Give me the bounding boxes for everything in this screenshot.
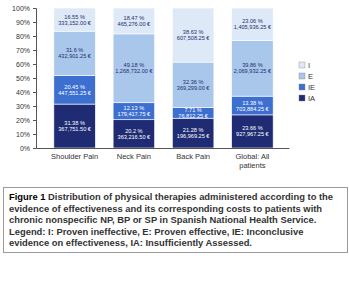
- legend-swatch: [299, 84, 305, 90]
- y-tick-label: 40%: [16, 89, 30, 96]
- cost-label: 196,969.25 €: [177, 133, 211, 139]
- bar-segment: [113, 120, 154, 148]
- x-tick-labels: Shoulder Pain Neck Pain Back Pain Global: A…: [51, 152, 270, 170]
- legend-swatch: [299, 95, 305, 101]
- cost-label: 2,069,932.25 €: [234, 68, 272, 74]
- y-tick-label: 10%: [16, 131, 30, 138]
- y-tick: 60%: [16, 61, 36, 68]
- y-tick: 40%: [16, 89, 36, 96]
- cost-label: 927,967.25 €: [236, 131, 270, 137]
- y-tick-mark: [33, 120, 36, 121]
- y-tick: 50%: [16, 75, 36, 82]
- y-tick-label: 100%: [12, 5, 30, 12]
- x-axis: [37, 148, 290, 149]
- bar-segment: [232, 40, 273, 96]
- bar-segment: [232, 96, 273, 115]
- legend-swatch: [299, 73, 305, 79]
- y-tick: 70%: [16, 47, 36, 54]
- legend-label: I: [308, 61, 310, 70]
- bar-segment: [54, 75, 95, 104]
- y-axis: 0% 10% 20% 30% 40% 50% 60% 70% 80% 90% 100%: [12, 5, 36, 152]
- y-tick: 100%: [12, 5, 36, 12]
- cost-label: 333,152.00 €: [58, 20, 92, 26]
- x-tick-label: Neck Pain: [117, 152, 151, 161]
- x-tick-label: Global: Allpatients: [236, 152, 270, 170]
- y-tick-label: 30%: [16, 103, 30, 110]
- cost-label: 363,216.50 €: [118, 134, 152, 140]
- y-tick-mark: [33, 148, 36, 149]
- y-axis-line: [33, 9, 37, 149]
- bar-segment: [172, 62, 213, 107]
- caption-label: Figure 1: [9, 191, 45, 202]
- bars: [54, 8, 273, 148]
- x-tick-label: Shoulder Pain: [51, 152, 98, 161]
- y-tick: 90%: [16, 19, 36, 26]
- bar-segment: [54, 104, 95, 148]
- y-tick-mark: [33, 50, 36, 51]
- cost-label: 432,901.25 €: [58, 53, 92, 59]
- cost-label: 179,417.75 €: [118, 111, 152, 117]
- y-tick-mark: [33, 64, 36, 65]
- bar-segment: [232, 115, 273, 148]
- legend-label: IE: [308, 83, 315, 92]
- bar-segment: [113, 103, 154, 120]
- y-tick-mark: [33, 92, 36, 93]
- x-axis-line: [37, 148, 290, 149]
- cost-label: 465,276.00 €: [118, 21, 152, 27]
- y-tick: 0%: [20, 145, 36, 152]
- caption: Figure 1 Distribution of physical therap…: [3, 187, 348, 253]
- cost-label: 703,884.25 €: [236, 106, 270, 112]
- bar-segment: [172, 8, 213, 62]
- y-tick-label: 20%: [16, 117, 30, 124]
- y-tick-label: 60%: [16, 61, 30, 68]
- y-tick: 80%: [16, 33, 36, 40]
- cost-label: 1,405,936.25 €: [234, 24, 272, 30]
- y-tick-label: 50%: [16, 75, 30, 82]
- y-tick: 20%: [16, 117, 36, 124]
- y-tick-mark: [33, 8, 36, 9]
- data-labels: 31.38 %367,751.50 €20.2 %363,216.50 €21.…: [58, 14, 272, 140]
- bar-segment: [113, 8, 154, 34]
- bar-segment: [113, 34, 154, 103]
- bar-segment: [172, 107, 213, 118]
- caption-text: Distribution of physical therapies admin…: [9, 191, 333, 248]
- y-tick-label: 90%: [16, 19, 30, 26]
- cost-label: 367,751.50 €: [58, 126, 92, 132]
- legend-label: E: [308, 72, 313, 81]
- legend-label: IA: [308, 94, 315, 103]
- bar-segment: [54, 31, 95, 75]
- y-tick-mark: [33, 22, 36, 23]
- bar-segment: [172, 118, 213, 148]
- cost-label: 369,299.00 €: [177, 85, 211, 91]
- y-tick-label: 0%: [20, 145, 30, 152]
- bar-segment: [232, 8, 273, 40]
- y-tick-label: 70%: [16, 47, 30, 54]
- cost-label: 1,268,732.00 €: [115, 68, 153, 74]
- legend-swatch: [299, 62, 305, 68]
- x-tick-label: Back Pain: [176, 152, 210, 161]
- bar-segment: [54, 8, 95, 31]
- legend: IE IE IA: [299, 61, 315, 103]
- y-tick-mark: [33, 134, 36, 135]
- chart: 0% 10% 20% 30% 40% 50% 60% 70% 80% 90% 100% 31.38 %…: [0, 0, 349, 185]
- y-tick: 30%: [16, 103, 36, 110]
- y-tick-mark: [33, 106, 36, 107]
- cost-label: 607,508.25 €: [177, 35, 211, 41]
- y-tick-label: 80%: [16, 33, 30, 40]
- y-tick: 10%: [16, 131, 36, 138]
- cost-label: 76,812.25 €: [178, 113, 208, 119]
- y-tick-mark: [33, 36, 36, 37]
- cost-label: 447,551.25 €: [58, 90, 92, 96]
- y-tick-mark: [33, 78, 36, 79]
